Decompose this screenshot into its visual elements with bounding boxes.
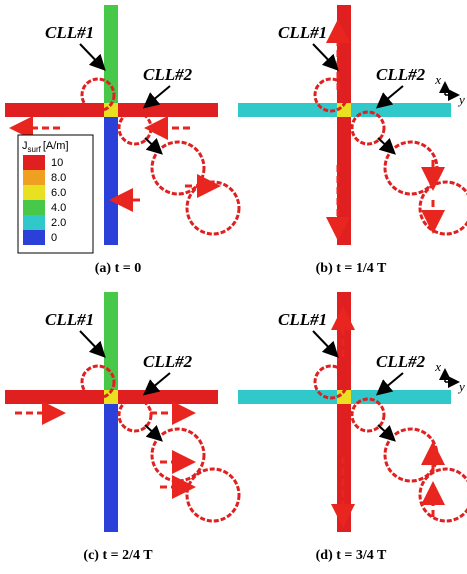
cll-label: CLL#1	[278, 310, 327, 329]
loop	[187, 469, 239, 521]
legend-tick: 4.0	[51, 202, 66, 214]
pointer	[378, 138, 393, 152]
legend-swatch	[23, 215, 45, 230]
legend-swatch	[23, 185, 45, 200]
legend-swatch	[23, 155, 45, 170]
legend-tick: 6.0	[51, 187, 66, 199]
cll-label: CLL#2	[376, 65, 426, 84]
cll-label: CLL#2	[143, 352, 193, 371]
legend-tick: 10	[51, 157, 63, 169]
loop	[385, 429, 437, 481]
figure: CLL#1 CLL#2 (a) t = 0 CLL#1 CLL#2 (b) t = 1/4…	[0, 0, 467, 574]
pointer	[80, 44, 103, 68]
panel: CLL#1 CLL#2 (b) t = 1/4 T x y	[238, 5, 467, 276]
panel: CLL#1 CLL#2 (d) t = 3/4 T x y	[238, 292, 467, 563]
axis-label: x	[434, 359, 441, 374]
cll-label: CLL#1	[45, 310, 94, 329]
cll-label: CLL#1	[45, 23, 94, 42]
wire	[118, 390, 218, 404]
wire	[351, 390, 451, 404]
pointer	[80, 331, 103, 355]
wire	[118, 103, 218, 117]
loop	[152, 429, 204, 481]
caption: (d) t = 3/4 T	[316, 548, 387, 563]
axis-label: y	[457, 379, 465, 394]
pointer	[378, 425, 393, 439]
wire	[351, 103, 451, 117]
caption: (c) t = 2/4 T	[83, 548, 153, 563]
caption: (b) t = 1/4 T	[316, 261, 387, 276]
loop	[420, 182, 467, 234]
legend-tick: 8.0	[51, 172, 66, 184]
pointer	[145, 425, 160, 439]
cll-label: CLL#1	[278, 23, 327, 42]
loop	[420, 469, 467, 521]
loop	[385, 142, 437, 194]
legend-tick: 0	[51, 232, 57, 244]
pointer	[313, 44, 336, 68]
axis-label: y	[457, 92, 465, 107]
wire	[104, 402, 118, 532]
legend-tick: 2.0	[51, 217, 66, 229]
cll-label: CLL#2	[376, 352, 426, 371]
legend-swatch	[23, 170, 45, 185]
legend-swatch	[23, 230, 45, 245]
panel: CLL#1 CLL#2 (c) t = 2/4 T	[5, 292, 239, 563]
legend-subscript: surf	[28, 145, 42, 154]
legend-swatch	[23, 200, 45, 215]
wire	[104, 5, 118, 105]
wire	[104, 292, 118, 392]
pointer	[145, 138, 160, 152]
caption: (a) t = 0	[95, 261, 141, 276]
cll-label: CLL#2	[143, 65, 193, 84]
legend: Jsurf[A/m]108.06.04.02.00	[18, 135, 93, 253]
wire	[104, 115, 118, 245]
pointer	[313, 331, 336, 355]
loop	[187, 182, 239, 234]
axis-label: x	[434, 72, 441, 87]
legend-unit: [A/m]	[43, 140, 69, 152]
